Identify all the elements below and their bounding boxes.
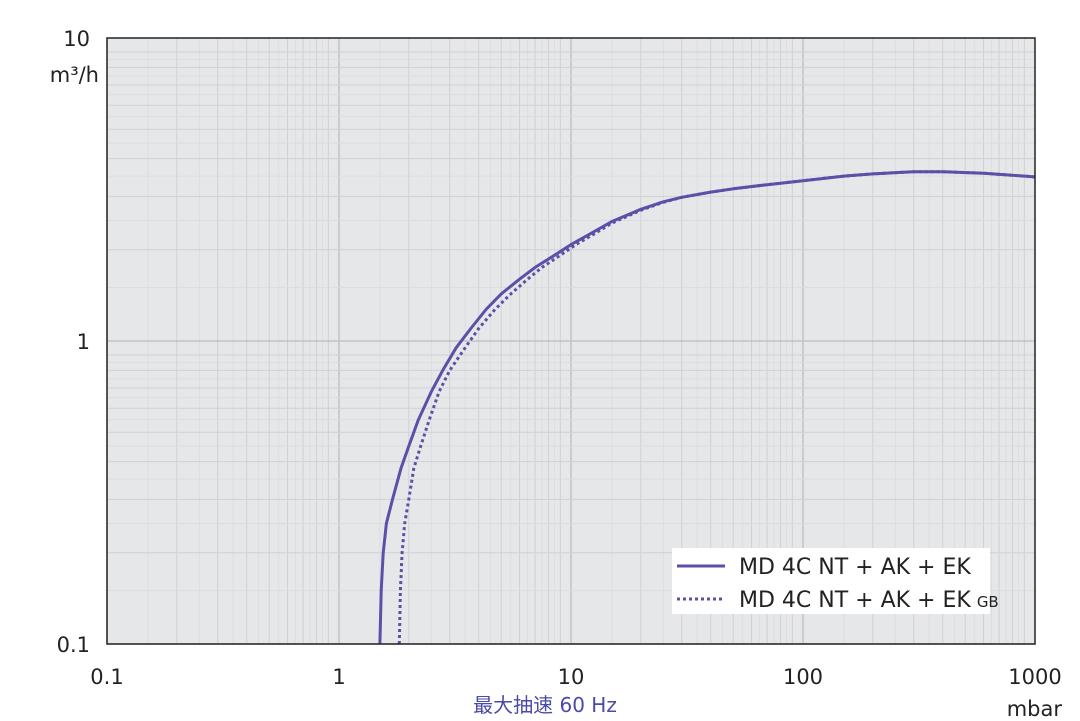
- x-tick-label: 10: [558, 665, 585, 689]
- legend-label-dotted: MD 4C NT + AK + EK GB: [739, 588, 999, 613]
- legend-label-dotted-suffix: GB: [977, 593, 999, 611]
- plot-frame: [106, 37, 1036, 645]
- x-tick-label: 0.1: [90, 665, 123, 689]
- legend-label-solid: MD 4C NT + AK + EK: [739, 555, 971, 580]
- chart-caption: 最大抽速 60 Hz: [473, 693, 617, 717]
- x-axis-label: mbar: [1007, 697, 1063, 721]
- y-tick-label: 1: [77, 330, 90, 354]
- y-tick-labels: 0.1 1 10: [57, 27, 90, 657]
- series-layer: [378, 170, 1036, 645]
- legend: MD 4C NT + AK + EK MD 4C NT + AK + EK GB: [672, 548, 999, 614]
- x-tick-label: 100: [783, 665, 823, 689]
- series-line-dotted: [397, 170, 1036, 645]
- x-tick-labels: 0.1 1 10 100 1000: [90, 665, 1061, 689]
- legend-box: [672, 548, 990, 614]
- grid: [106, 38, 1035, 645]
- x-tick-label: 1000: [1008, 665, 1061, 689]
- legend-label-dotted-name: MD 4C NT + AK + EK: [739, 588, 971, 613]
- y-tick-label: 0.1: [57, 633, 90, 657]
- y-tick-label: 10: [63, 27, 90, 51]
- x-tick-label: 1: [332, 665, 345, 689]
- y-axis-label: m³/h: [50, 63, 99, 87]
